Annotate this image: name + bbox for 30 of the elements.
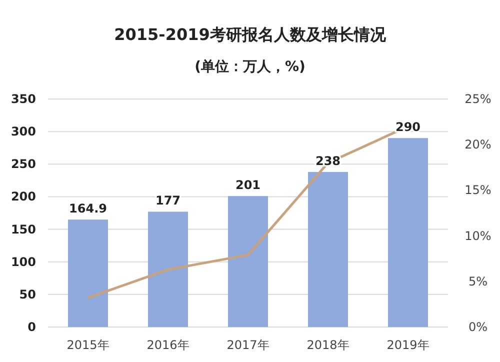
x-tick-label: 2016年 — [146, 338, 190, 352]
x-tick-label: 2018年 — [306, 338, 350, 352]
bar — [308, 172, 348, 327]
x-tick-label: 2017年 — [226, 338, 270, 352]
data-label: 177 — [155, 194, 181, 208]
y-tick-label: 0 — [28, 320, 36, 334]
data-label: 290 — [395, 120, 421, 134]
y-tick-label: 50 — [19, 287, 36, 302]
y2-tick-label: 20% — [464, 138, 492, 152]
y2-tick-label: 5% — [468, 274, 488, 288]
chart-subtitle: (单位：万人，%) — [194, 59, 306, 75]
bar — [388, 138, 428, 327]
bar — [68, 220, 108, 327]
y-tick-label: 100 — [10, 254, 36, 269]
y2-tick-label: 25% — [464, 92, 492, 106]
y2-tick-label: 0% — [468, 320, 488, 334]
chart-title: 2015-2019考研报名人数及增长情况 — [114, 25, 387, 44]
y-tick-label: 150 — [10, 222, 36, 236]
x-tick-label: 2015年 — [66, 338, 110, 352]
x-tick-label: 2019年 — [386, 338, 430, 352]
y-tick-label: 250 — [10, 157, 36, 172]
bar — [228, 196, 268, 327]
data-label: 164.9 — [69, 202, 107, 216]
data-label: 201 — [235, 178, 261, 192]
bar — [148, 212, 188, 327]
y2-tick-label: 15% — [464, 183, 492, 198]
y-tick-label: 350 — [10, 92, 36, 106]
y-tick-label: 300 — [10, 124, 36, 139]
y-tick-label: 200 — [10, 190, 36, 204]
y2-tick-label: 10% — [464, 228, 492, 243]
